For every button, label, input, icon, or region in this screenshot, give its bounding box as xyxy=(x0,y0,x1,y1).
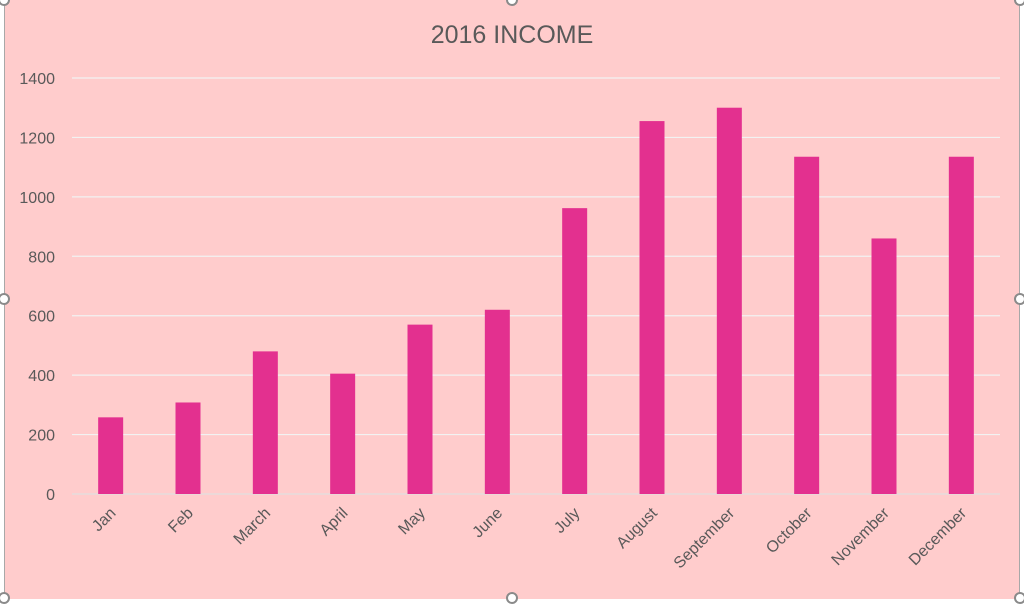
y-tick-label: 400 xyxy=(28,368,55,385)
bar-october[interactable] xyxy=(794,156,820,494)
resize-handle-top-right[interactable] xyxy=(1014,0,1024,6)
x-tick-label: Jan xyxy=(89,505,119,535)
resize-handle-middle-left[interactable] xyxy=(0,293,10,305)
x-tick-label: December xyxy=(906,504,971,569)
y-axis: 0 200 400 600 800 1000 1200 1400 xyxy=(19,71,55,504)
x-tick-label: June xyxy=(470,505,507,542)
bar-march[interactable] xyxy=(252,351,278,494)
x-tick-label: Feb xyxy=(165,505,197,537)
chart-area[interactable] xyxy=(4,0,1020,599)
y-tick-label: 200 xyxy=(28,428,55,445)
gridlines xyxy=(72,77,1000,495)
y-tick-label: 800 xyxy=(28,249,55,266)
bar-november[interactable] xyxy=(871,238,897,494)
x-tick-label: August xyxy=(614,504,662,552)
x-tick-label: October xyxy=(763,504,816,557)
y-tick-label: 1400 xyxy=(19,71,55,88)
y-tick-label: 1000 xyxy=(19,190,55,207)
x-tick-label: July xyxy=(551,505,583,537)
bar-may[interactable] xyxy=(407,324,433,494)
x-tick-label: April xyxy=(317,505,352,540)
x-tick-label: September xyxy=(671,504,739,572)
x-axis: Jan Feb March April May June July August Septemb… xyxy=(89,504,970,572)
bar-december[interactable] xyxy=(948,156,974,494)
bar-september[interactable] xyxy=(716,107,742,494)
resize-handle-middle-right[interactable] xyxy=(1014,293,1024,305)
bar-april[interactable] xyxy=(330,373,356,494)
bar-august[interactable] xyxy=(639,121,665,494)
bar-feb[interactable] xyxy=(175,402,201,494)
bar-series[interactable] xyxy=(98,107,974,495)
y-tick-label: 0 xyxy=(46,487,55,504)
chart-title[interactable]: 2016 INCOME xyxy=(431,21,594,49)
y-tick-label: 600 xyxy=(28,309,55,326)
x-tick-label: March xyxy=(231,505,274,548)
bar-jan[interactable] xyxy=(98,417,124,494)
bar-june[interactable] xyxy=(484,309,510,494)
bar-july[interactable] xyxy=(562,208,588,495)
x-tick-label: May xyxy=(395,505,428,538)
x-tick-label: November xyxy=(829,504,894,569)
y-tick-label: 1200 xyxy=(19,130,55,147)
resize-handle-top-left[interactable] xyxy=(0,0,10,6)
resize-handle-top-center[interactable] xyxy=(506,0,518,6)
